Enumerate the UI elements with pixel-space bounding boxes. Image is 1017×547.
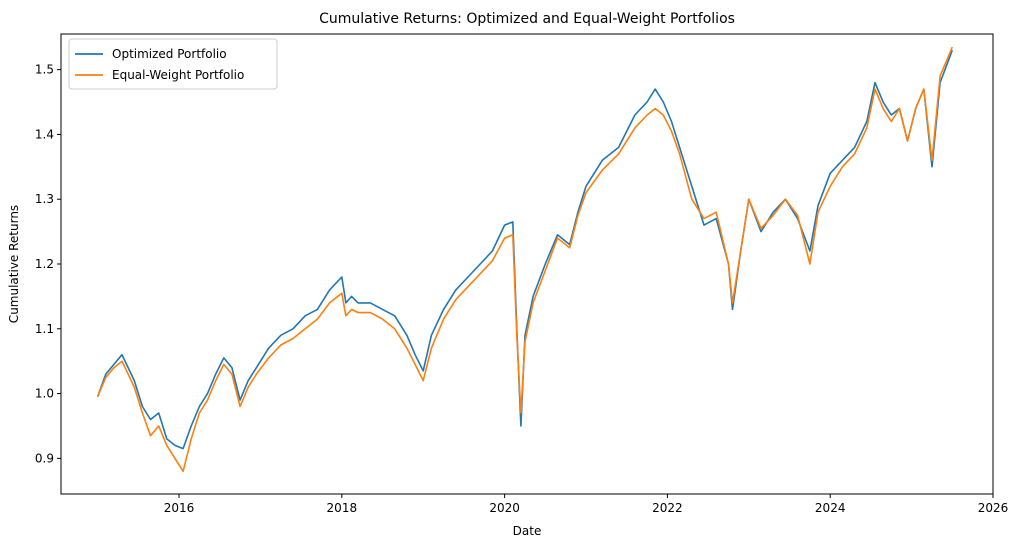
y-tick-label: 1.3 xyxy=(35,192,54,206)
series-line-equal-weight xyxy=(96,46,954,473)
y-tick-label: 1.5 xyxy=(35,63,54,77)
y-axis-label: Cumulative Returns xyxy=(7,205,21,323)
y-tick-label: 1.4 xyxy=(35,127,54,141)
legend: Optimized Portfolio Equal-Weight Portfoli… xyxy=(68,38,278,90)
x-axis-label: Date xyxy=(513,524,542,538)
y-tick-label: 1.2 xyxy=(35,257,54,271)
x-tick-label: 2016 xyxy=(164,501,195,515)
y-tick-label: 1.1 xyxy=(35,322,54,336)
x-tick-label: 2020 xyxy=(489,501,520,515)
x-tick-label: 2018 xyxy=(327,501,358,515)
series-layer xyxy=(96,46,954,473)
y-tick-label: 1.0 xyxy=(35,387,54,401)
x-tick-label: 2022 xyxy=(652,501,683,515)
legend-label: Equal-Weight Portfolio xyxy=(112,68,244,82)
legend-box xyxy=(68,38,278,90)
x-tick-label: 2026 xyxy=(978,501,1009,515)
x-tick-label: 2024 xyxy=(815,501,846,515)
y-axis: 0.9 1.0 1.1 1.2 1.3 1.4 1.5 xyxy=(35,63,61,465)
chart-title: Cumulative Returns: Optimized and Equal-… xyxy=(319,11,735,27)
x-axis: 2016 2018 2020 2022 2024 2026 xyxy=(164,494,1009,515)
legend-label: Optimized Portfolio xyxy=(112,47,227,61)
y-tick-label: 0.9 xyxy=(35,451,54,465)
